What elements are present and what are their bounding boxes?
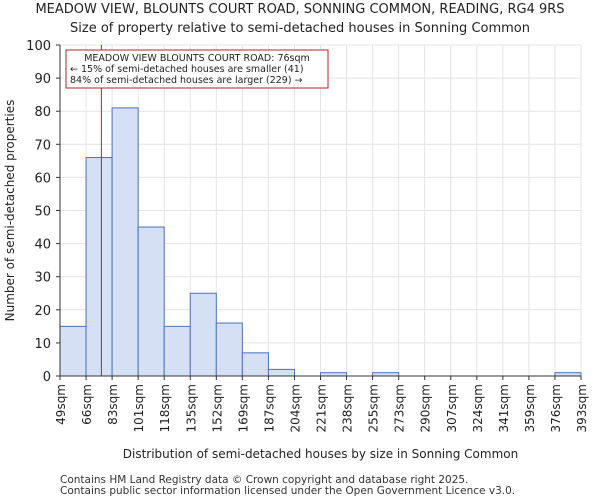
y-tick-label: 10	[34, 337, 51, 352]
histogram-bar	[85, 157, 113, 377]
annotation-line-3: 84% of semi-detached houses are larger (…	[70, 75, 303, 86]
x-tick-label: 187sqm	[262, 384, 276, 432]
y-tick-label: 90	[34, 72, 51, 87]
x-tick-label: 324sqm	[471, 384, 485, 432]
x-tick-label: 307sqm	[445, 384, 459, 432]
x-tick-label: 169sqm	[236, 384, 250, 432]
footer-copyright: Contains HM Land Registry data © Crown c…	[60, 474, 469, 486]
x-tick-label: 376sqm	[549, 384, 563, 432]
histogram-bar	[111, 107, 139, 377]
annotation-box	[65, 49, 329, 89]
y-tick-label: 30	[34, 271, 51, 286]
y-tick-label: 20	[34, 304, 51, 319]
y-tick-label: 40	[34, 238, 51, 253]
x-tick-label: 135sqm	[184, 384, 198, 432]
x-tick-label: 359sqm	[523, 384, 537, 432]
histogram-bar	[215, 322, 243, 377]
x-tick-label: 238sqm	[341, 384, 355, 432]
x-tick-label: 221sqm	[315, 384, 329, 432]
x-tick-label: 66sqm	[80, 384, 94, 425]
y-tick-label: 80	[34, 105, 51, 120]
annotation-line-2: ← 15% of semi-detached houses are smalle…	[70, 64, 304, 75]
histogram-bar	[241, 352, 269, 377]
x-tick-label: 290sqm	[419, 384, 433, 432]
x-tick-label: 152sqm	[210, 384, 224, 432]
footer-licence: Contains public sector information licen…	[60, 485, 516, 497]
x-tick-label: 83sqm	[106, 384, 120, 425]
x-tick-label: 49sqm	[54, 384, 68, 425]
x-axis-label: Distribution of semi-detached houses by …	[123, 447, 518, 461]
y-tick-label: 100	[26, 39, 51, 54]
x-tick-label: 393sqm	[575, 384, 589, 432]
x-tick-label: 101sqm	[132, 384, 146, 432]
histogram-bar	[189, 292, 217, 377]
y-axis-label: Number of semi-detached properties	[3, 100, 17, 322]
chart-subtitle: Size of property relative to semi-detach…	[70, 21, 530, 36]
x-tick-label: 273sqm	[393, 384, 407, 432]
y-tick-label: 60	[34, 171, 51, 186]
histogram-bar	[137, 226, 165, 377]
annotation-line-1: MEADOW VIEW BLOUNTS COURT ROAD: 76sqm	[84, 53, 310, 64]
x-tick-label: 204sqm	[288, 384, 302, 432]
y-tick-label: 0	[43, 370, 51, 385]
y-tick-label: 50	[34, 205, 51, 220]
histogram-bar	[267, 368, 295, 377]
x-tick-label: 118sqm	[158, 384, 172, 432]
histogram-bar	[59, 325, 87, 377]
chart-title: MEADOW VIEW, BLOUNTS COURT ROAD, SONNING…	[35, 2, 565, 17]
y-tick-label: 70	[34, 138, 51, 153]
x-tick-label: 341sqm	[497, 384, 511, 432]
x-tick-label: 255sqm	[367, 384, 381, 432]
histogram-bar	[163, 325, 191, 377]
